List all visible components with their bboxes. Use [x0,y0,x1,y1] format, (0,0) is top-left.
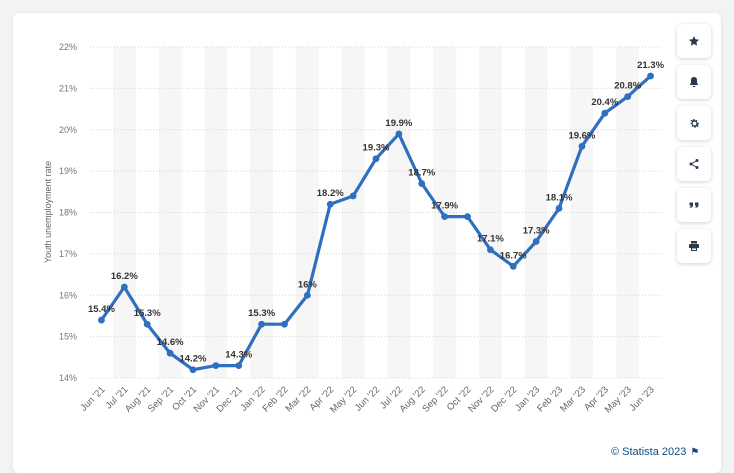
column-band [295,47,319,378]
data-points [98,72,654,374]
x-tick-label: Jun '23 [627,384,656,413]
data-point [98,316,105,324]
y-tick-label: 15% [59,332,77,342]
data-label: 15.3% [248,308,275,319]
data-label: 19.3% [363,143,390,154]
data-point [441,213,449,221]
x-tick-label: Dec '21 [214,384,244,414]
data-label: 17.3% [523,225,550,236]
data-point [235,362,243,369]
share-button[interactable] [677,147,711,181]
data-point [303,291,311,299]
data-point [281,320,288,328]
settings-button[interactable] [677,106,711,140]
data-label: 20.8% [614,81,641,92]
data-label: 16.2% [111,271,138,282]
data-point [212,362,220,369]
printer-icon [688,240,700,252]
data-point [166,349,174,357]
column-band [524,47,548,378]
data-label: 17.9% [431,201,458,212]
print-button[interactable] [677,229,711,263]
y-tick-label: 14% [59,373,77,383]
y-axis-label: Youth unemployment rate [43,161,53,263]
data-point [578,142,586,150]
column-band [158,47,182,378]
data-point [624,93,632,101]
column-band [341,47,365,378]
x-tick-label: Mar '22 [284,384,314,414]
data-point [395,130,403,138]
data-label: 16% [298,279,318,290]
data-label: 18.1% [546,192,573,203]
data-label: 17.1% [477,234,504,245]
data-point [601,109,609,117]
share-icon [688,158,700,170]
data-label: 14.6% [157,337,184,348]
data-point [509,262,517,270]
data-label: 21.3% [637,60,664,71]
data-point [372,155,380,163]
y-tick-label: 17% [59,249,77,259]
data-label: 14.2% [179,354,206,365]
data-point [326,200,334,208]
notification-button[interactable] [677,65,711,99]
y-axis-ticks: 14% 15% 16% 17% 18% 19% 20% 21% 22% [59,42,77,383]
x-tick-label: Jun '21 [78,384,107,413]
quote-icon [688,199,700,211]
data-point [555,204,563,212]
y-tick-label: 22% [59,42,77,52]
data-point [258,320,265,328]
y-tick-label: 19% [59,166,77,176]
x-tick-label: Sep '22 [420,384,450,414]
y-tick-label: 18% [59,208,77,218]
data-point [120,283,128,291]
bell-icon [688,76,700,88]
star-icon [688,35,700,47]
data-point [143,320,151,328]
data-point [487,246,494,254]
gridlines [90,46,662,379]
data-label: 14.3% [225,350,252,361]
data-label: 18.2% [317,188,344,199]
data-label: 19.6% [568,130,595,141]
data-label: 18.7% [408,168,435,179]
data-point [418,180,426,187]
gear-icon [688,117,701,130]
y-tick-label: 21% [59,83,77,93]
x-tick-label: Sep '21 [146,384,176,414]
data-labels: 15.4% 16.2% 15.3% 14.6% 14.2% 14.3% 15.3% 16% 18… [88,60,665,365]
x-tick-label: Dec '22 [489,384,519,414]
cite-button[interactable] [677,188,711,222]
data-label: 15.3% [134,308,161,319]
data-point [647,72,654,80]
credit-text: © Statista 2023 [611,446,687,458]
x-tick-label: Mar '23 [558,384,588,414]
flag-icon: ⚑ [690,446,700,458]
data-label: 19.9% [385,118,412,129]
favorite-button[interactable] [677,24,711,58]
column-band [478,47,502,378]
chart-toolbar [677,24,711,270]
y-tick-label: 16% [59,290,77,300]
data-point [189,366,197,374]
data-point [349,192,357,200]
x-tick-label: Jun '22 [353,384,382,413]
data-point [532,238,540,245]
series-line [99,74,653,372]
data-label: 16.7% [500,250,527,261]
statista-credit[interactable]: © Statista 2023 ⚑ [611,446,699,458]
data-label: 20.4% [591,97,618,108]
data-point [464,213,471,221]
data-label: 15.4% [88,304,115,315]
y-tick-label: 20% [59,125,77,135]
